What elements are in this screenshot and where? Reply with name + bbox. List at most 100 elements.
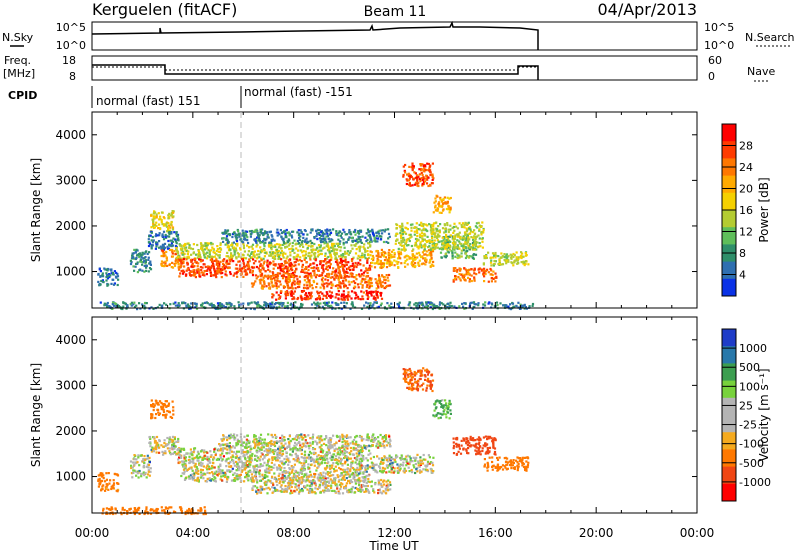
scatter-cell xyxy=(179,257,182,260)
scatter-cell xyxy=(288,280,291,283)
scatter-cell xyxy=(441,227,445,230)
scatter-cell xyxy=(404,255,407,258)
scatter-cell xyxy=(388,249,391,252)
scatter-cell xyxy=(382,240,386,244)
scatter-cell xyxy=(311,241,314,245)
scatter-cell xyxy=(280,454,283,457)
scatter-cell xyxy=(117,488,120,491)
scatter-cell xyxy=(236,450,239,453)
scatter-cell xyxy=(327,237,330,240)
scatter-cell xyxy=(377,255,380,258)
scatter-cell xyxy=(169,244,173,247)
scatter-cell xyxy=(279,269,282,272)
scatter-cell xyxy=(395,233,398,236)
scatter-cell xyxy=(233,246,236,249)
scatter-cell xyxy=(256,451,259,454)
scatter-cell xyxy=(467,221,470,224)
scatter-cell xyxy=(404,242,407,245)
scatter-cell xyxy=(443,223,446,226)
scatter-cell xyxy=(126,304,129,307)
scatter-cell xyxy=(304,293,307,296)
scatter-cell xyxy=(507,305,510,308)
scatter-cell xyxy=(337,284,340,287)
scatter-cell xyxy=(386,302,389,305)
scatter-cell xyxy=(387,251,390,254)
scatter-cell xyxy=(380,235,383,238)
scatter-cell xyxy=(385,274,388,277)
scatter-cell xyxy=(465,247,468,250)
scatter-cell xyxy=(297,458,300,461)
scatter-cell xyxy=(259,268,262,272)
scatter-cell xyxy=(268,241,271,244)
scatter-cell xyxy=(439,198,442,201)
scatter-cell xyxy=(372,256,375,259)
scatter-cell xyxy=(384,281,387,285)
scatter-cell xyxy=(380,297,384,300)
scatter-cell xyxy=(246,268,249,271)
scatter-cell xyxy=(330,243,334,246)
scatter-cell xyxy=(276,454,279,457)
scatter-cell xyxy=(411,223,414,226)
scatter-cell xyxy=(451,241,455,245)
scatter-cell xyxy=(478,229,481,232)
scatter-cell xyxy=(456,253,459,256)
scatter-cell xyxy=(484,269,488,272)
scatter-cell xyxy=(157,413,161,416)
scatter-cell xyxy=(413,254,416,257)
scatter-cell xyxy=(370,265,373,268)
scatter-cell xyxy=(219,242,222,245)
scatter-cell xyxy=(136,308,139,311)
scatter-cell xyxy=(397,266,400,269)
scatter-cell xyxy=(490,259,493,262)
scatter-cell xyxy=(359,263,362,266)
scatter-cell xyxy=(135,262,138,265)
scatter-cell xyxy=(152,409,155,412)
scatter-cell xyxy=(285,257,288,260)
scatter-cell xyxy=(340,301,343,304)
scatter-cell xyxy=(359,245,362,248)
scatter-cell xyxy=(340,254,343,257)
scatter-cell xyxy=(379,261,382,264)
scatter-cell xyxy=(334,270,338,273)
scatter-cell xyxy=(263,461,266,464)
scatter-cell xyxy=(229,271,232,274)
scatter-cell xyxy=(308,272,311,276)
scatter-cell xyxy=(289,264,292,267)
scatter-cell xyxy=(298,275,301,278)
scatter-cell xyxy=(152,225,155,228)
scatter-cell xyxy=(321,240,325,243)
scatter-cell xyxy=(335,455,338,458)
scatter-cell xyxy=(197,253,200,256)
scatter-cell xyxy=(363,255,366,258)
scatter-cell xyxy=(251,243,255,246)
scatter-cell xyxy=(353,285,356,288)
scatter-cell xyxy=(376,261,379,265)
scatter-cell xyxy=(258,256,261,259)
scatter-cell xyxy=(521,252,524,255)
scatter-cell xyxy=(249,461,252,464)
scatter-cell xyxy=(172,211,175,214)
scatter-cell xyxy=(427,176,430,179)
scatter-cell xyxy=(291,450,294,453)
scatter-cell xyxy=(182,245,185,248)
scatter-cell xyxy=(356,463,359,466)
scatter-cell xyxy=(177,458,180,461)
scatter-cell xyxy=(366,305,369,308)
scatter-cell xyxy=(343,231,346,234)
scatter-cell xyxy=(464,256,468,260)
scatter-cell xyxy=(227,249,231,252)
scatter-cell xyxy=(257,267,260,270)
scatter-cell xyxy=(229,272,232,276)
scatter-cell xyxy=(132,256,135,259)
scatter-cell xyxy=(444,230,447,233)
scatter-cell xyxy=(272,260,275,263)
scatter-cell xyxy=(443,240,446,243)
scatter-cell xyxy=(457,246,460,249)
scatter-cell xyxy=(413,183,416,186)
scatter-cell xyxy=(100,279,103,283)
scatter-cell xyxy=(235,257,238,260)
scatter-cell xyxy=(209,255,212,258)
scatter-cell xyxy=(108,273,111,276)
scatter-cell xyxy=(474,238,477,241)
scatter-cell xyxy=(277,297,280,300)
